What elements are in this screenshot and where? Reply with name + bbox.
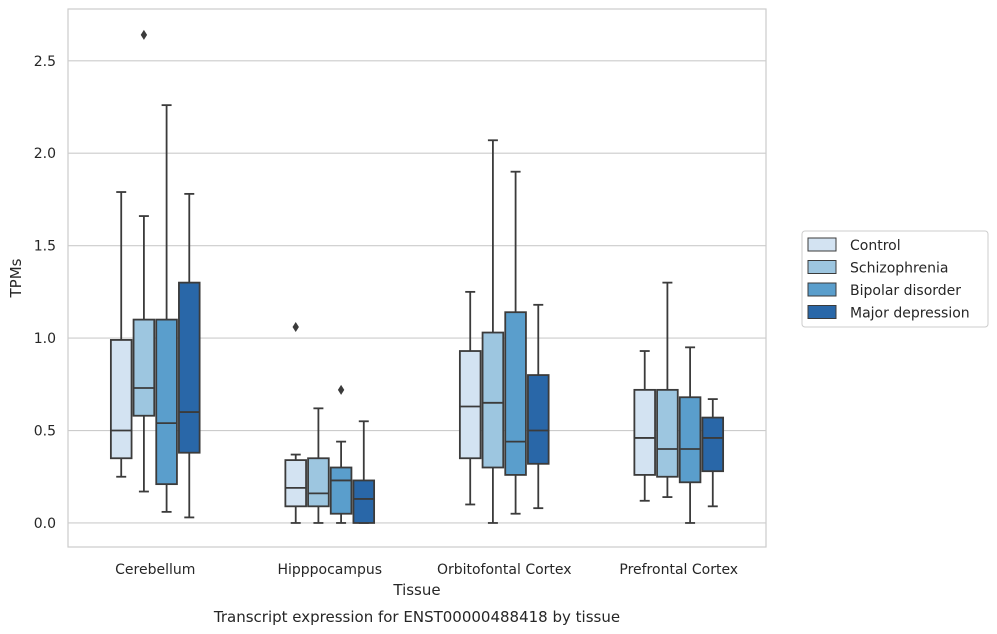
y-tick-label: 0.5 xyxy=(34,424,56,440)
box-major-depression-orbitofontal-cortex xyxy=(527,303,550,510)
y-tick-label: 1.0 xyxy=(34,331,56,347)
series-bipolar-disorder xyxy=(155,104,702,524)
x-tick-label: Orbitofontal Cortex xyxy=(437,562,572,578)
x-axis-label: Tissue xyxy=(392,581,440,599)
iqr-box xyxy=(458,350,482,460)
outlier-point xyxy=(292,321,299,332)
box-major-depression-prefrontal-cortex xyxy=(701,398,725,508)
box-schizophrenia-hipppocampus xyxy=(307,407,330,524)
iqr-box xyxy=(132,318,156,417)
box-bipolar-disorder-cerebellum xyxy=(155,104,178,513)
iqr-box xyxy=(481,331,505,469)
y-tick-label: 1.5 xyxy=(34,239,56,255)
box-control-orbitofontal-cortex xyxy=(458,290,482,506)
iqr-box xyxy=(504,311,527,476)
legend-frame xyxy=(801,230,989,328)
outlier-point xyxy=(337,384,345,395)
y-tick-label: 0.0 xyxy=(34,516,56,532)
plot-area-frame xyxy=(67,8,767,548)
iqr-box xyxy=(701,416,725,473)
box-control-prefrontal-cortex xyxy=(633,350,656,502)
series-major-depression xyxy=(178,192,725,524)
legend-swatch xyxy=(807,237,837,252)
iqr-box xyxy=(178,281,201,454)
y-tick-label: 2.5 xyxy=(34,54,56,70)
iqr-box xyxy=(352,479,376,524)
legend-label: Major depression xyxy=(850,306,970,322)
y-tick-label: 2.0 xyxy=(34,146,56,162)
iqr-box xyxy=(527,374,550,465)
box-schizophrenia-cerebellum xyxy=(132,29,156,493)
box-control-cerebellum xyxy=(109,191,133,478)
box-schizophrenia-orbitofontal-cortex xyxy=(481,139,505,524)
legend-label: Bipolar disorder xyxy=(850,283,961,299)
x-tick-label: Prefrontal Cortex xyxy=(619,562,738,578)
legend-swatch xyxy=(807,305,837,319)
box-bipolar-disorder-hipppocampus xyxy=(329,384,353,524)
iqr-box xyxy=(155,318,178,486)
box-major-depression-cerebellum xyxy=(178,192,201,519)
x-axis-ticks: Cerebellum Hipppocampus Orbitofontal Corte… xyxy=(115,562,738,578)
y-axis-label: TPMs xyxy=(7,258,25,298)
box-series xyxy=(109,29,725,524)
iqr-box xyxy=(633,388,656,476)
iqr-box xyxy=(284,459,307,508)
series-control xyxy=(109,191,656,524)
iqr-box xyxy=(678,396,702,484)
box-bipolar-disorder-prefrontal-cortex xyxy=(678,346,702,524)
box-schizophrenia-prefrontal-cortex xyxy=(656,281,679,498)
outlier-point xyxy=(140,29,148,40)
y-axis-ticks: 0.0 0.5 1.0 1.5 2.0 2.5 xyxy=(34,54,56,532)
iqr-box xyxy=(656,388,679,478)
box-major-depression-hipppocampus xyxy=(352,420,376,524)
box-bipolar-disorder-orbitofontal-cortex xyxy=(504,170,527,515)
legend: Control Schizophrenia Bipolar disorder Majo… xyxy=(801,230,989,328)
legend-swatch xyxy=(807,260,837,274)
series-schizophrenia xyxy=(132,29,679,524)
legend-swatch xyxy=(807,282,837,297)
iqr-box xyxy=(307,457,330,508)
legend-label: Schizophrenia xyxy=(850,261,948,277)
iqr-box xyxy=(329,466,353,515)
legend-label: Control xyxy=(850,238,901,254)
box-control-hipppocampus xyxy=(284,321,307,524)
iqr-box xyxy=(109,339,133,460)
chart-caption: Transcript expression for ENST0000048841… xyxy=(213,608,620,626)
x-tick-label: Hipppocampus xyxy=(277,562,382,578)
x-tick-label: Cerebellum xyxy=(115,562,195,578)
